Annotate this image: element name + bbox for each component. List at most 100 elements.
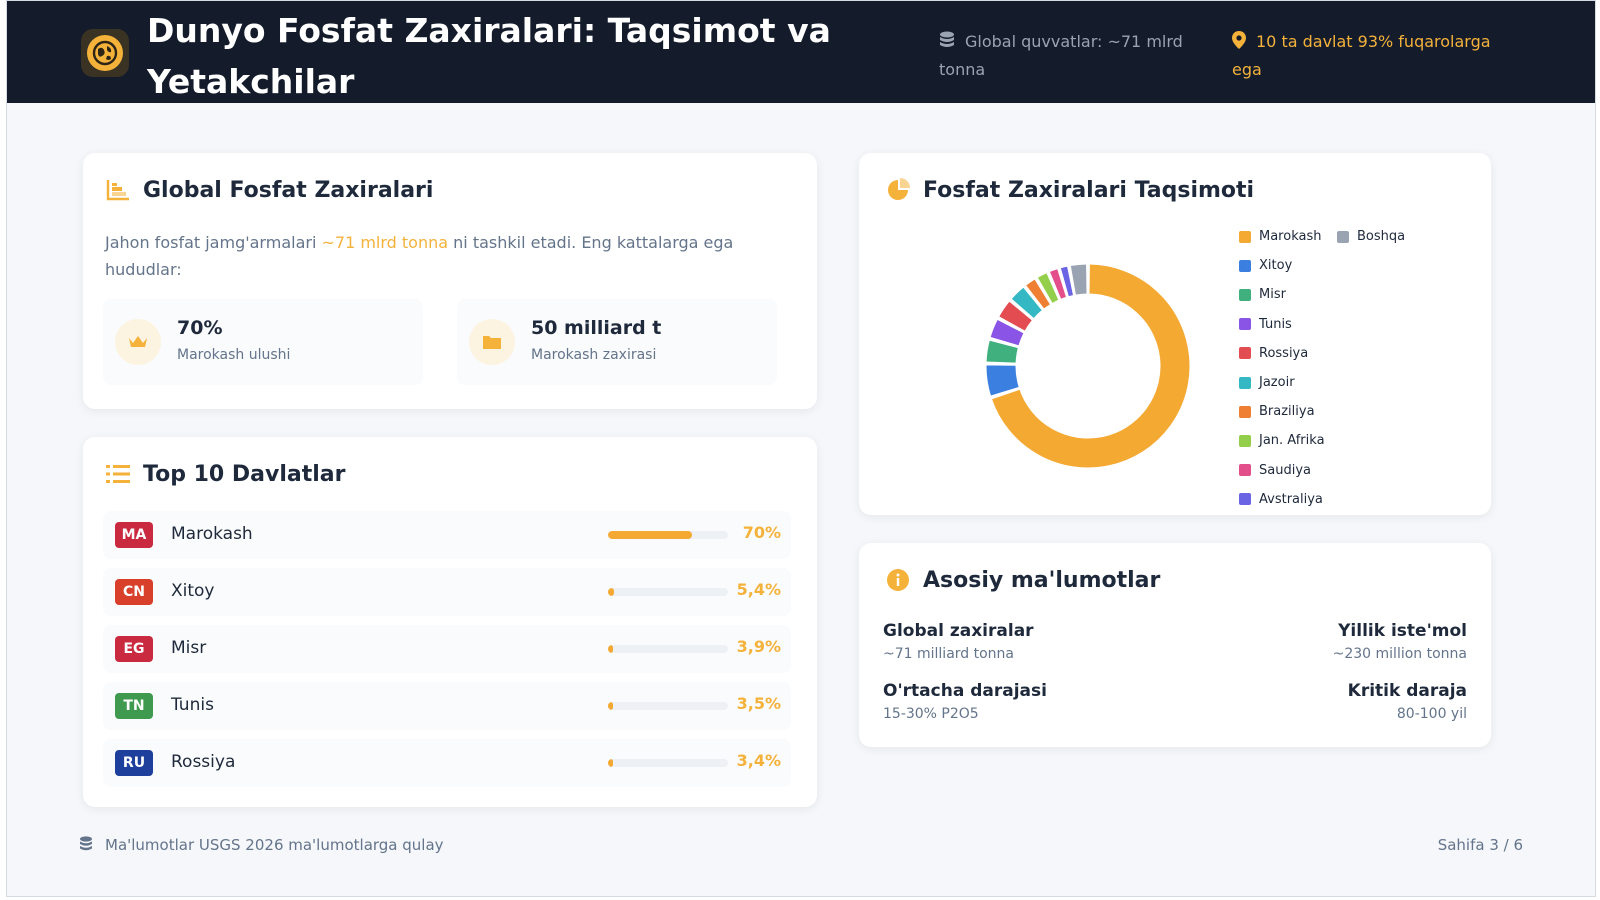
header-stat-countries: 10 ta davlat 93% fuqarolarga ega <box>1232 29 1522 83</box>
legend-swatch <box>1239 288 1251 301</box>
stat-morocco-share: 70% Marokash ulushi <box>103 299 423 385</box>
legend-item: Xitoy <box>1239 258 1292 273</box>
legend-label: Rossiya <box>1259 345 1309 361</box>
legend-label: Jan. Afrika <box>1259 433 1325 449</box>
country-name: Rossiya <box>171 752 236 772</box>
top-card-header: Top 10 Davlatlar <box>105 461 345 487</box>
info-value-global: ~71 milliard tonna <box>883 646 1014 662</box>
legend-swatch <box>1337 230 1349 243</box>
database-icon <box>79 836 93 856</box>
slide-frame: Dunyo Fosfat Zaxiralari: Taqsimot va Yet… <box>6 0 1596 897</box>
legend-swatch <box>1239 230 1251 243</box>
area-chart-icon <box>105 177 131 203</box>
donut-slice-braziliya <box>1025 278 1051 310</box>
folder-icon <box>469 319 515 365</box>
info-label-global: Global zaxiralar <box>883 621 1034 641</box>
share-bar-fill <box>608 759 613 767</box>
desc-text-start: Jahon fosfat jamg'armalari <box>105 233 317 252</box>
info-value-grade: 15-30% P2O5 <box>883 706 979 722</box>
legend-swatch <box>1239 405 1251 418</box>
country-code-badge: RU <box>115 750 153 776</box>
donut-slice-jan-afrika <box>1036 272 1060 305</box>
legend-label: Avstraliya <box>1259 491 1323 507</box>
legend-item: Rossiya <box>1239 346 1308 361</box>
info-value-consumption: ~230 million tonna <box>1332 646 1467 662</box>
country-name: Tunis <box>171 695 214 715</box>
country-name: Marokash <box>171 524 253 544</box>
page-title: Dunyo Fosfat Zaxiralari: Taqsimot va Yet… <box>147 11 831 101</box>
share-bar-track <box>608 759 728 767</box>
legend-label: Tunis <box>1259 316 1292 332</box>
info-coin-icon <box>885 567 911 593</box>
donut-chart <box>985 263 1191 469</box>
stat-label: Marokash zaxirasi <box>531 347 657 363</box>
globe-logo-icon <box>81 29 129 77</box>
legend-swatch <box>1239 376 1251 389</box>
list-icon <box>105 461 131 487</box>
donut-slice-rossiya <box>998 300 1033 332</box>
donut-slice-marokash <box>990 263 1191 469</box>
legend-item: Marokash <box>1239 229 1321 244</box>
legend-label: Jazoir <box>1259 375 1295 390</box>
page-number: Sahifa 3 / 6 <box>1437 836 1523 854</box>
info-label-consumption: Yillik iste'mol <box>1338 621 1467 641</box>
country-code-badge: EG <box>115 636 153 662</box>
share-percent: 5,4% <box>736 580 781 599</box>
share-bar-track <box>608 702 728 710</box>
legend-swatch <box>1239 464 1251 477</box>
info-label-critical: Kritik daraja <box>1347 681 1467 701</box>
legend-item: Saudiya <box>1239 463 1311 478</box>
share-percent: 3,4% <box>736 751 781 770</box>
legend-label: Braziliya <box>1259 404 1315 420</box>
country-row: RU Rossiya 3,4% <box>103 739 791 787</box>
footer-source: Ma'lumotlar USGS 2026 ma'lumotlarga qula… <box>79 836 444 856</box>
donut-slice-jazoir <box>1010 286 1043 320</box>
key-info-title: Asosiy ma'lumotlar <box>923 567 1161 593</box>
share-bar-fill <box>608 645 613 653</box>
share-bar-track <box>608 531 728 539</box>
desc-highlight: ~71 mlrd tonna <box>321 233 449 252</box>
crown-icon <box>115 319 161 365</box>
legend-label: Misr <box>1259 287 1286 303</box>
country-name: Xitoy <box>171 581 215 601</box>
stat-morocco-reserve: 50 milliard t Marokash zaxirasi <box>457 299 777 385</box>
global-description: Jahon fosfat jamg'armalari ~71 mlrd tonn… <box>105 229 765 283</box>
country-row: CN Xitoy 5,4% <box>103 568 791 616</box>
key-info-header: Asosiy ma'lumotlar <box>885 567 1160 593</box>
share-bar-fill <box>608 588 615 596</box>
legend-item: Braziliya <box>1239 404 1315 419</box>
info-value-critical: 80-100 yil <box>1396 706 1467 722</box>
country-row: TN Tunis 3,5% <box>103 682 791 730</box>
legend-swatch <box>1239 493 1251 506</box>
legend-label: Saudiya <box>1259 462 1311 478</box>
top-card-title: Top 10 Davlatlar <box>143 461 346 487</box>
country-code-badge: CN <box>115 579 153 605</box>
share-percent: 3,5% <box>736 694 781 713</box>
legend-swatch <box>1239 259 1251 272</box>
legend-label: Marokash <box>1259 229 1322 244</box>
legend-swatch <box>1239 318 1251 331</box>
donut-slice-boshqa <box>1069 263 1088 296</box>
share-percent: 70% <box>742 523 781 542</box>
header-stat-global: Global quvvatlar: ~71 mlrd tonna <box>939 29 1209 83</box>
legend-item: Avstraliya <box>1239 492 1323 507</box>
donut-slice-misr <box>985 339 1019 364</box>
map-pin-icon <box>1232 31 1246 57</box>
footer-source-text: Ma'lumotlar USGS 2026 ma'lumotlarga qula… <box>105 836 444 854</box>
donut-slice-tunis <box>989 318 1025 347</box>
chart-card-title: Fosfat Zaxiralari Taqsimoti <box>923 177 1255 203</box>
legend-label: Boshqa <box>1357 229 1406 244</box>
country-code-badge: TN <box>115 693 153 719</box>
legend-swatch <box>1239 434 1251 447</box>
desc-text-end: ni tashkil etadi. Eng kattalarga ega hud… <box>105 233 734 279</box>
share-bar-fill <box>608 702 613 710</box>
share-percent: 3,9% <box>736 637 781 656</box>
legend-item: Misr <box>1239 287 1286 302</box>
pie-chart-icon <box>885 177 911 203</box>
legend-swatch <box>1239 347 1251 360</box>
stat-value: 70% <box>177 317 223 339</box>
top-countries-card: Top 10 Davlatlar MA Marokash 70% CN Xitoy 5,4… <box>83 437 817 807</box>
country-code-badge: MA <box>115 522 153 548</box>
donut-slice-avstraliya <box>1059 265 1075 298</box>
share-bar-track <box>608 645 728 653</box>
